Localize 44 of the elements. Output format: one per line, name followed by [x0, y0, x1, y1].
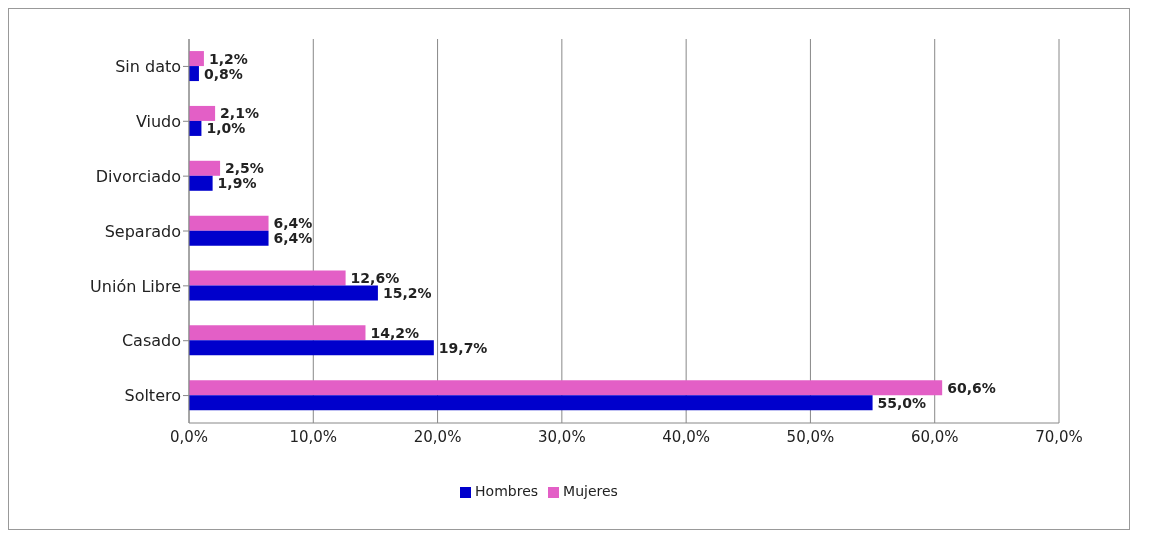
- x-tick-label: 30,0%: [538, 427, 586, 446]
- bar: [189, 160, 221, 176]
- x-tick-label: 60,0%: [910, 427, 959, 446]
- data-label: 1,9%: [217, 175, 257, 192]
- data-label: 6,4%: [273, 230, 313, 247]
- x-tick-label: 70,0%: [1035, 427, 1083, 446]
- bar: [189, 215, 269, 231]
- data-label: 55,0%: [877, 394, 927, 411]
- bar: [189, 105, 216, 121]
- x-tick-label: 20,0%: [413, 427, 462, 446]
- bar: [189, 270, 346, 286]
- y-tick-label: Viudo: [135, 111, 181, 131]
- data-label: 1,0%: [206, 120, 246, 137]
- x-tick-label: 40,0%: [662, 427, 710, 446]
- data-label: 1,2%: [208, 50, 248, 67]
- bar: [189, 325, 366, 341]
- data-label: 6,4%: [273, 215, 313, 232]
- y-tick-label: Sin dato: [115, 57, 181, 77]
- x-tick-label: 10,0%: [289, 427, 338, 446]
- bar: [189, 230, 269, 246]
- y-tick-label: Unión Libre: [90, 276, 181, 296]
- y-tick-label: Casado: [121, 331, 181, 351]
- data-label: 15,2%: [382, 285, 432, 301]
- y-tick-label: Divorciado: [95, 166, 181, 186]
- data-label: 60,6%: [947, 379, 996, 396]
- data-label: 2,1%: [220, 105, 259, 122]
- bar: [189, 51, 204, 67]
- y-tick-label: Separado: [104, 221, 181, 241]
- data-label: 2,5%: [225, 160, 264, 177]
- legend-label: Hombres: [475, 483, 539, 499]
- y-tick-label: Soltero: [124, 386, 181, 406]
- bar: [189, 285, 378, 301]
- legend-label: Mujeres: [563, 483, 618, 499]
- data-label: 19,7%: [438, 339, 488, 356]
- bar: [189, 395, 873, 411]
- bar: [189, 175, 213, 191]
- data-label: 14,2%: [370, 324, 420, 341]
- data-label: 0,8%: [203, 65, 243, 82]
- bar: [189, 66, 199, 82]
- x-tick-label: 50,0%: [786, 427, 835, 446]
- x-tick-label: 0,0%: [169, 427, 209, 446]
- data-label: 12,6%: [350, 270, 400, 286]
- bar: [189, 340, 434, 356]
- bar: [189, 380, 943, 396]
